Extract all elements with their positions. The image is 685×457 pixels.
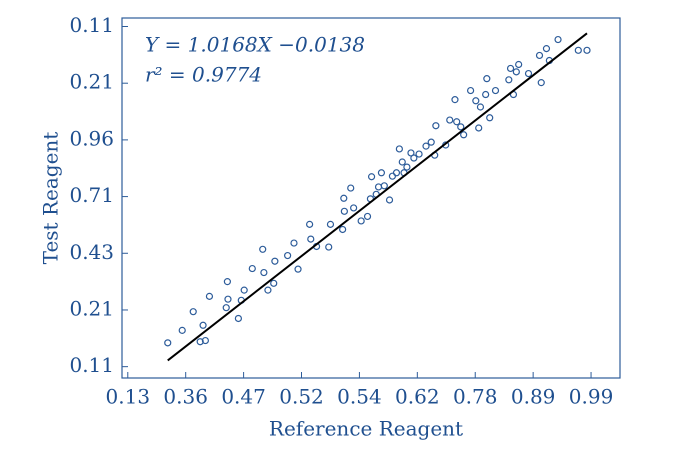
- fit-line: [167, 32, 588, 362]
- point: [537, 79, 545, 87]
- point: [270, 279, 278, 287]
- point: [294, 265, 302, 273]
- point: [427, 138, 435, 146]
- point: [392, 169, 401, 177]
- point: [347, 184, 355, 192]
- point: [199, 321, 207, 329]
- point: [453, 118, 461, 126]
- point: [385, 196, 394, 204]
- point: [290, 239, 298, 247]
- point: [432, 122, 440, 130]
- point: [491, 86, 500, 95]
- point: [164, 339, 172, 347]
- point: [325, 243, 333, 251]
- point: [583, 46, 591, 54]
- point: [340, 207, 348, 215]
- point: [535, 51, 544, 60]
- x-tick-label: 0.13: [106, 385, 151, 409]
- y-tick-label: 0.96: [69, 126, 114, 150]
- point: [476, 103, 485, 111]
- point: [271, 257, 279, 265]
- point: [524, 69, 533, 78]
- point: [339, 225, 347, 234]
- point: [374, 183, 383, 191]
- point: [422, 142, 430, 150]
- point: [512, 68, 520, 76]
- point: [451, 96, 459, 104]
- point: [357, 217, 365, 225]
- point: [460, 131, 468, 139]
- x-tick-label: 0.62: [395, 385, 440, 409]
- x-tick-label: 0.54: [337, 385, 382, 409]
- point: [446, 116, 454, 124]
- point: [515, 60, 523, 69]
- point: [415, 150, 423, 158]
- point: [457, 123, 465, 131]
- point: [482, 90, 490, 99]
- point: [178, 326, 186, 334]
- point: [201, 336, 209, 345]
- x-tick-label: 0.89: [511, 385, 556, 409]
- point: [506, 64, 515, 73]
- x-tick-label: 0.36: [163, 385, 208, 409]
- point: [259, 245, 267, 253]
- point: [403, 163, 411, 171]
- y-tick-label: 0.71: [69, 183, 114, 207]
- point: [467, 86, 475, 95]
- point: [542, 45, 551, 53]
- x-tick-label: 0.52: [279, 385, 324, 409]
- point: [574, 46, 582, 54]
- r-squared: r² = 0.9774: [145, 63, 262, 87]
- point: [388, 172, 397, 180]
- point: [248, 264, 256, 273]
- point: [554, 35, 562, 44]
- point: [505, 76, 513, 84]
- point: [223, 278, 231, 286]
- y-tick-label: 0.21: [69, 70, 114, 94]
- point: [410, 154, 418, 162]
- point: [363, 212, 372, 221]
- point: [350, 204, 358, 212]
- point: [340, 194, 348, 202]
- point: [367, 173, 376, 181]
- y-tick-label: 0.21: [69, 296, 114, 320]
- y-axis-label: Test Reagent: [39, 132, 63, 265]
- point: [264, 286, 272, 294]
- y-tick-label: 0.11: [69, 13, 114, 37]
- point: [196, 338, 204, 346]
- x-tick-label: 0.99: [569, 385, 614, 409]
- point: [306, 220, 314, 228]
- point: [234, 314, 242, 323]
- point: [284, 251, 292, 260]
- point: [205, 292, 214, 300]
- point: [189, 308, 197, 316]
- point: [395, 145, 403, 153]
- point: [377, 169, 386, 177]
- point: [472, 97, 480, 105]
- point: [475, 124, 483, 132]
- point: [222, 304, 230, 312]
- x-tick-label: 0.47: [221, 385, 266, 409]
- plot-frame: [121, 17, 621, 379]
- point: [483, 75, 491, 83]
- y-tick-label: 0.43: [69, 240, 114, 264]
- point: [486, 114, 494, 122]
- y-tick-label: 0.11: [69, 353, 114, 377]
- x-axis-label: Reference Reagent: [269, 417, 463, 441]
- point: [260, 268, 268, 277]
- point: [240, 286, 248, 294]
- x-tick-label: 0.78: [453, 385, 498, 409]
- point: [326, 220, 335, 228]
- equation: Y = 1.0168X −0.0138: [145, 33, 365, 57]
- point: [380, 182, 388, 190]
- point: [224, 295, 232, 303]
- point: [307, 235, 315, 243]
- point: [398, 158, 406, 166]
